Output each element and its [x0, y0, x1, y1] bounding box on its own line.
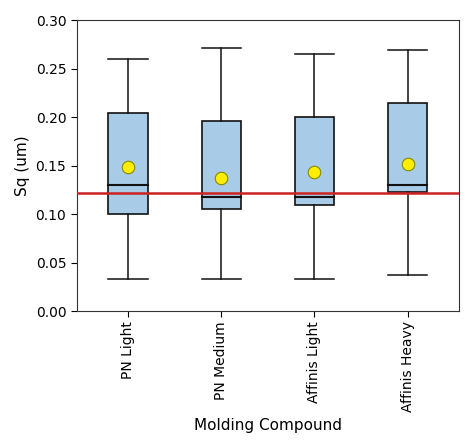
Bar [388, 103, 427, 192]
Bar [201, 121, 241, 209]
Bar [109, 112, 147, 214]
Bar [295, 117, 334, 204]
X-axis label: Molding Compound: Molding Compound [194, 418, 342, 433]
Y-axis label: Sq (um): Sq (um) [15, 135, 30, 196]
